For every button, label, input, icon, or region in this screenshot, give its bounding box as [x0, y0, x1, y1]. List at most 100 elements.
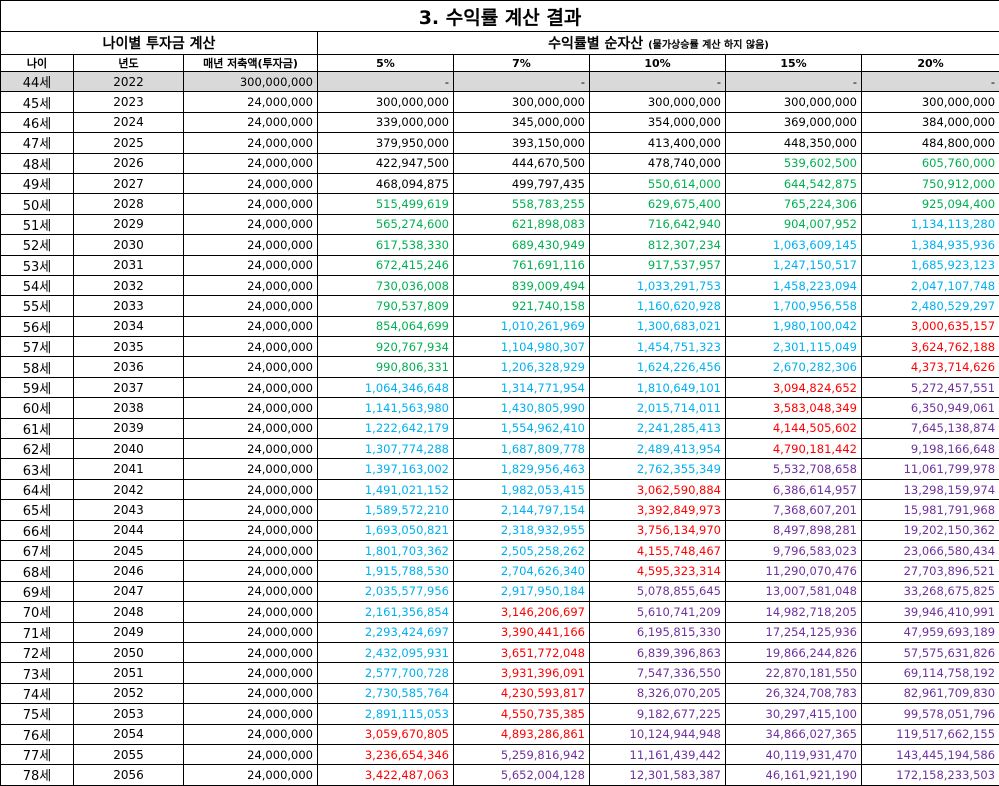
age-cell[interactable]: 73세 — [1, 663, 74, 683]
value-cell-20pct[interactable]: 57,575,631,826 — [862, 642, 999, 662]
value-cell-15pct[interactable]: 22,870,181,550 — [726, 663, 862, 683]
value-cell-10pct[interactable]: 9,182,677,225 — [590, 704, 726, 724]
value-cell-10pct[interactable]: - — [590, 72, 726, 92]
value-cell-7pct[interactable]: 2,505,258,262 — [454, 540, 590, 560]
value-cell-7pct[interactable]: 558,783,255 — [454, 194, 590, 214]
sheet-title[interactable]: 3. 수익률 계산 결과 — [1, 1, 999, 32]
value-cell-10pct[interactable]: 3,392,849,973 — [590, 500, 726, 520]
value-cell-10pct[interactable]: 6,195,815,330 — [590, 622, 726, 642]
value-cell-5pct[interactable]: 1,589,572,210 — [318, 500, 454, 520]
value-cell-15pct[interactable]: 17,254,125,936 — [726, 622, 862, 642]
value-cell-10pct[interactable]: 4,155,748,467 — [590, 540, 726, 560]
year-cell[interactable]: 2041 — [74, 459, 184, 479]
savings-cell[interactable]: 24,000,000 — [184, 581, 318, 601]
savings-cell[interactable]: 24,000,000 — [184, 296, 318, 316]
year-cell[interactable]: 2042 — [74, 479, 184, 499]
age-cell[interactable]: 70세 — [1, 602, 74, 622]
left-group-header[interactable]: 나이별 투자금 계산 — [1, 32, 318, 55]
savings-cell[interactable]: 24,000,000 — [184, 622, 318, 642]
value-cell-7pct[interactable]: 2,917,950,184 — [454, 581, 590, 601]
savings-cell[interactable]: 24,000,000 — [184, 255, 318, 275]
value-cell-15pct[interactable]: 11,290,070,476 — [726, 561, 862, 581]
value-cell-5pct[interactable]: 515,499,619 — [318, 194, 454, 214]
value-cell-15pct[interactable]: 30,297,415,100 — [726, 704, 862, 724]
age-cell[interactable]: 64세 — [1, 479, 74, 499]
age-cell[interactable]: 50세 — [1, 194, 74, 214]
value-cell-5pct[interactable]: 1,307,774,288 — [318, 439, 454, 459]
savings-cell[interactable]: 24,000,000 — [184, 275, 318, 295]
value-cell-7pct[interactable]: 5,259,816,942 — [454, 744, 590, 764]
age-cell[interactable]: 56세 — [1, 316, 74, 336]
value-cell-20pct[interactable]: 7,645,138,874 — [862, 418, 999, 438]
year-cell[interactable]: 2043 — [74, 500, 184, 520]
value-cell-7pct[interactable]: 3,146,206,697 — [454, 602, 590, 622]
value-cell-5pct[interactable]: 617,538,330 — [318, 235, 454, 255]
year-cell[interactable]: 2053 — [74, 704, 184, 724]
year-cell[interactable]: 2025 — [74, 133, 184, 153]
value-cell-15pct[interactable]: 13,007,581,048 — [726, 581, 862, 601]
value-cell-5pct[interactable]: 1,141,563,980 — [318, 398, 454, 418]
value-cell-5pct[interactable]: 468,094,875 — [318, 173, 454, 193]
value-cell-5pct[interactable]: 1,915,788,530 — [318, 561, 454, 581]
value-cell-10pct[interactable]: 478,740,000 — [590, 153, 726, 173]
col-header-15pct[interactable]: 15% — [726, 55, 862, 72]
year-cell[interactable]: 2048 — [74, 602, 184, 622]
value-cell-5pct[interactable]: 2,577,700,728 — [318, 663, 454, 683]
value-cell-15pct[interactable]: 6,386,614,957 — [726, 479, 862, 499]
value-cell-5pct[interactable]: 379,950,000 — [318, 133, 454, 153]
value-cell-5pct[interactable]: 422,947,500 — [318, 153, 454, 173]
age-cell[interactable]: 52세 — [1, 235, 74, 255]
savings-cell[interactable]: 24,000,000 — [184, 602, 318, 622]
year-cell[interactable]: 2039 — [74, 418, 184, 438]
value-cell-20pct[interactable]: 69,114,758,192 — [862, 663, 999, 683]
age-cell[interactable]: 78세 — [1, 765, 74, 785]
value-cell-20pct[interactable]: 82,961,709,830 — [862, 683, 999, 703]
age-cell[interactable]: 69세 — [1, 581, 74, 601]
year-cell[interactable]: 2027 — [74, 173, 184, 193]
year-cell[interactable]: 2054 — [74, 724, 184, 744]
age-cell[interactable]: 76세 — [1, 724, 74, 744]
value-cell-15pct[interactable]: 765,224,306 — [726, 194, 862, 214]
value-cell-10pct[interactable]: 2,241,285,413 — [590, 418, 726, 438]
value-cell-7pct[interactable]: 444,670,500 — [454, 153, 590, 173]
value-cell-15pct[interactable]: 300,000,000 — [726, 92, 862, 112]
value-cell-20pct[interactable]: 5,272,457,551 — [862, 377, 999, 397]
value-cell-5pct[interactable]: 730,036,008 — [318, 275, 454, 295]
savings-cell[interactable]: 24,000,000 — [184, 459, 318, 479]
value-cell-7pct[interactable]: 5,652,004,128 — [454, 765, 590, 785]
value-cell-7pct[interactable]: 3,651,772,048 — [454, 642, 590, 662]
savings-cell[interactable]: 24,000,000 — [184, 520, 318, 540]
col-header-savings[interactable]: 매년 저축액(투자금) — [184, 55, 318, 72]
value-cell-20pct[interactable]: 39,946,410,991 — [862, 602, 999, 622]
value-cell-10pct[interactable]: 12,301,583,387 — [590, 765, 726, 785]
value-cell-20pct[interactable]: 33,268,675,825 — [862, 581, 999, 601]
savings-cell[interactable]: 24,000,000 — [184, 663, 318, 683]
value-cell-10pct[interactable]: 2,762,355,349 — [590, 459, 726, 479]
value-cell-10pct[interactable]: 354,000,000 — [590, 112, 726, 132]
value-cell-5pct[interactable]: 920,767,934 — [318, 337, 454, 357]
value-cell-20pct[interactable]: 2,480,529,297 — [862, 296, 999, 316]
value-cell-15pct[interactable]: 369,000,000 — [726, 112, 862, 132]
savings-cell[interactable]: 24,000,000 — [184, 439, 318, 459]
value-cell-7pct[interactable]: 2,704,626,340 — [454, 561, 590, 581]
value-cell-20pct[interactable]: 605,760,000 — [862, 153, 999, 173]
savings-cell[interactable]: 24,000,000 — [184, 418, 318, 438]
value-cell-7pct[interactable]: 4,230,593,817 — [454, 683, 590, 703]
value-cell-15pct[interactable]: 539,602,500 — [726, 153, 862, 173]
age-cell[interactable]: 44세 — [1, 72, 74, 92]
value-cell-20pct[interactable]: 27,703,896,521 — [862, 561, 999, 581]
value-cell-5pct[interactable]: 1,222,642,179 — [318, 418, 454, 438]
age-cell[interactable]: 62세 — [1, 439, 74, 459]
value-cell-20pct[interactable]: 47,959,693,189 — [862, 622, 999, 642]
savings-cell[interactable]: 24,000,000 — [184, 479, 318, 499]
value-cell-10pct[interactable]: 3,756,134,970 — [590, 520, 726, 540]
year-cell[interactable]: 2023 — [74, 92, 184, 112]
value-cell-7pct[interactable]: 1,010,261,969 — [454, 316, 590, 336]
value-cell-20pct[interactable]: 1,685,923,123 — [862, 255, 999, 275]
value-cell-5pct[interactable]: 3,236,654,346 — [318, 744, 454, 764]
value-cell-7pct[interactable]: 1,104,980,307 — [454, 337, 590, 357]
year-cell[interactable]: 2031 — [74, 255, 184, 275]
savings-cell[interactable]: 24,000,000 — [184, 540, 318, 560]
value-cell-7pct[interactable]: 3,390,441,166 — [454, 622, 590, 642]
value-cell-20pct[interactable]: 19,202,150,362 — [862, 520, 999, 540]
